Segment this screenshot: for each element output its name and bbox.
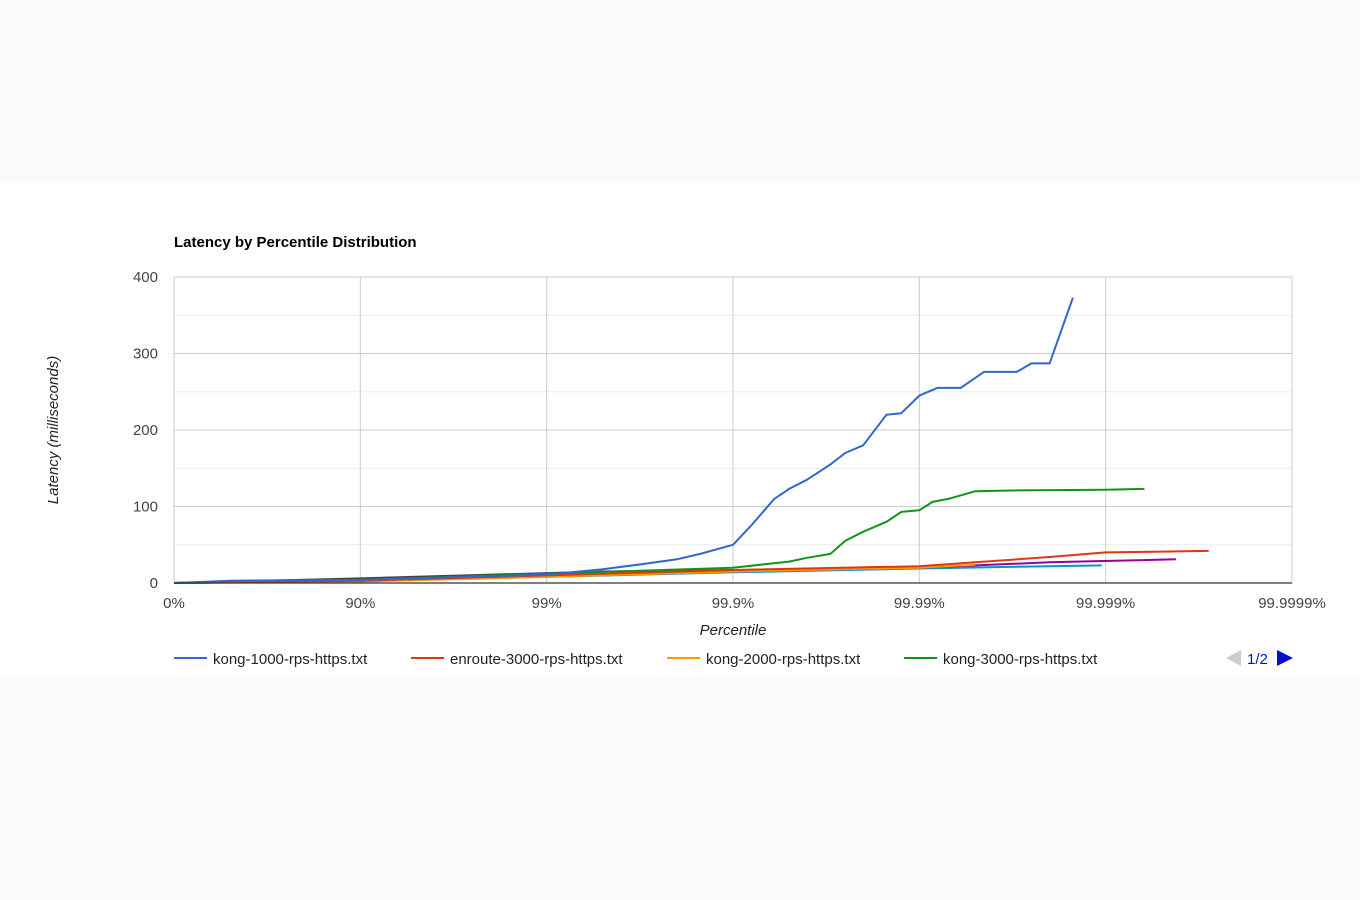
y-tick-label: 0	[150, 575, 158, 592]
legend-pager: 1/2	[1226, 650, 1293, 668]
x-axis-title: Percentile	[700, 622, 767, 639]
y-tick-label: 400	[133, 269, 158, 286]
y-tick-label: 100	[133, 499, 158, 516]
series-line-kong-3000-rps-https	[173, 487, 1145, 584]
legend-label: kong-1000-rps-https.txt	[213, 651, 368, 668]
series-line-kong-1000-rps-https	[173, 297, 1074, 584]
gridlines	[173, 276, 1293, 584]
legend-label: kong-2000-rps-https.txt	[706, 651, 861, 668]
x-tick-label: 99.9999%	[1258, 595, 1326, 612]
legend-label: enroute-3000-rps-https.txt	[450, 651, 623, 668]
legend: kong-1000-rps-https.txt enroute-3000-rps-…	[174, 651, 1098, 668]
x-tick-label: 99.9%	[712, 595, 755, 612]
y-axis-ticks: 0 100 200 300 400	[133, 269, 158, 592]
x-tick-label: 99.99%	[894, 595, 945, 612]
x-tick-label: 99.999%	[1076, 595, 1135, 612]
legend-item[interactable]: kong-3000-rps-https.txt	[904, 651, 1098, 668]
legend-page-indicator: 1/2	[1247, 651, 1268, 668]
legend-next-page-icon[interactable]	[1277, 650, 1293, 666]
x-tick-label: 0%	[163, 595, 185, 612]
legend-label: kong-3000-rps-https.txt	[943, 651, 1098, 668]
chart-title: Latency by Percentile Distribution	[174, 234, 417, 251]
legend-item[interactable]: kong-1000-rps-https.txt	[174, 651, 368, 668]
series-lines	[173, 297, 1209, 584]
legend-item[interactable]: kong-2000-rps-https.txt	[667, 651, 861, 668]
legend-prev-page-icon[interactable]	[1226, 650, 1241, 666]
legend-item[interactable]: enroute-3000-rps-https.txt	[411, 651, 623, 668]
latency-chart: Latency by Percentile Distribution 0 100 2…	[45, 234, 1326, 668]
chart-panel: Latency by Percentile Distribution 0 100 2…	[0, 182, 1360, 675]
y-axis-title: Latency (milliseconds)	[45, 356, 62, 504]
x-tick-label: 90%	[345, 595, 375, 612]
x-axis-ticks: 0% 90% 99% 99.9% 99.99% 99.999% 99.9999%	[163, 595, 1326, 612]
y-tick-label: 200	[133, 422, 158, 439]
y-tick-label: 300	[133, 346, 158, 363]
x-tick-label: 99%	[532, 595, 562, 612]
